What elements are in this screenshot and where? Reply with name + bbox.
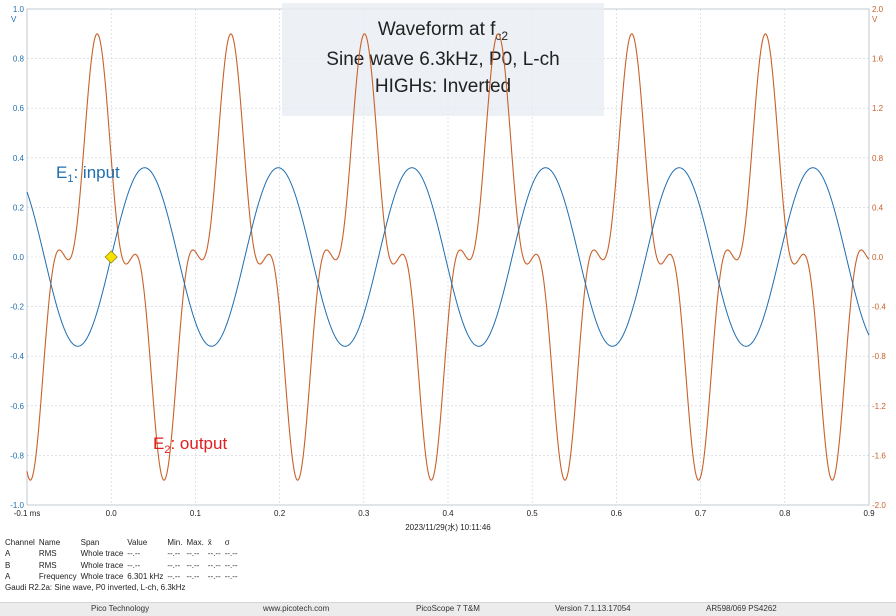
measurement-cell: Whole trace (80, 571, 124, 581)
measurements-header-cell: Max. (186, 538, 204, 547)
y-left-tick-label: 0.2 (13, 203, 25, 212)
measurement-cell: --.-- (167, 571, 181, 581)
series-input-line (26, 167, 870, 347)
measurements-header-cell: Value (127, 538, 148, 547)
measurements-header-cell: x̄ (207, 538, 212, 547)
measurements-header-row: Channel Name Span Value Min. Max. x̄ σ (5, 537, 242, 548)
measurements-header-cell: Span (80, 538, 100, 547)
y-left-tick-label: 0.0 (13, 253, 25, 262)
y-right-tick-label: 0.4 (872, 203, 884, 212)
y-right-tick-label: 0.8 (872, 154, 884, 163)
x-tick-label: 0.9 (863, 509, 875, 518)
measurement-cell: --.-- (207, 560, 221, 570)
measurement-cell: --.-- (186, 571, 200, 581)
measurement-cell: Frequency (38, 571, 77, 581)
y-right-tick-label: 0.0 (872, 253, 884, 262)
measurement-cell: --.-- (207, 571, 221, 581)
measurement-cell: RMS (38, 560, 57, 570)
x-tick-label: -0.1 ms (14, 509, 41, 518)
y-right-tick-label: -0.8 (872, 352, 886, 361)
y-right-tick-label: 1.2 (872, 104, 884, 113)
measurement-cell: A (5, 571, 11, 581)
x-tick-label: 0.8 (779, 509, 791, 518)
measurement-row[interactable]: A Frequency Whole trace 6.301 kHz --.-- --.--… (5, 571, 242, 582)
title-box (282, 3, 604, 116)
x-tick-label: 0.4 (442, 509, 454, 518)
measurement-cell: B (5, 560, 11, 570)
y-left-tick-label: -0.6 (10, 402, 24, 411)
measurements-header-cell: Min. (167, 538, 183, 547)
x-tick-label: 0.6 (611, 509, 623, 518)
measurement-cell: Whole trace (80, 549, 124, 559)
footer-device: AR598/069 PS4262 (706, 604, 777, 613)
measurement-row[interactable]: B RMS Whole trace --.-- --.-- --.-- --.-- --.-- (5, 560, 242, 571)
trigger-marker[interactable] (104, 250, 118, 264)
x-tick-label: 0.5 (527, 509, 539, 518)
y-left-tick-label: 1.0 (13, 5, 25, 14)
measurement-cell: --.-- (224, 560, 238, 570)
chart-title-line-1: Waveform at fc2 (378, 19, 509, 43)
measurement-cell: --.-- (167, 560, 181, 570)
x-tick-label: 0.0 (106, 509, 118, 518)
x-tick-label: 0.2 (274, 509, 286, 518)
measurement-cell: --.-- (127, 560, 141, 570)
measurement-cell: --.-- (127, 549, 141, 559)
measurement-cell: 6.301 kHz (127, 571, 164, 581)
measurement-cell: --.-- (186, 549, 200, 559)
footer-version: Version 7.1.13.17054 (555, 604, 631, 613)
series-label-input: E1: input (56, 163, 120, 185)
x-tick-label: 0.3 (358, 509, 370, 518)
measurement-cell: --.-- (167, 549, 181, 559)
x-tick-label: 0.1 (190, 509, 202, 518)
oscilloscope-chart: Waveform at fc2 Sine wave 6.3kHz, P0, L-… (10, 3, 887, 532)
right-axis-unit: V (872, 15, 878, 24)
y-left-tick-label: -1.0 (10, 501, 24, 510)
y-left-tick-label: 0.4 (13, 154, 25, 163)
measurement-cell: A (5, 549, 11, 559)
series-output-line (26, 33, 870, 481)
y-right-tick-label: -0.4 (872, 303, 886, 312)
measurement-cell: --.-- (224, 571, 238, 581)
measurements-header-cell: Name (38, 538, 61, 547)
chart-title-line-2: Sine wave 6.3kHz, P0, L-ch (326, 49, 559, 70)
y-left-tick-label: -0.2 (10, 303, 24, 312)
measurements-table: Channel Name Span Value Min. Max. x̄ σ A RMS Whole… (5, 537, 242, 582)
y-right-tick-label: 1.6 (872, 55, 884, 64)
measurement-cell: Whole trace (80, 560, 124, 570)
series-label-output: E2: output (153, 434, 227, 456)
y-left-tick-label: -0.8 (10, 451, 24, 460)
footer-company: Pico Technology (91, 604, 150, 613)
footer-product: PicoScope 7 T&M (416, 604, 480, 613)
y-right-tick-label: -1.6 (872, 451, 886, 460)
left-axis-unit: V (11, 15, 17, 24)
y-right-tick-label: -2.0 (872, 501, 886, 510)
measurement-row[interactable]: A RMS Whole trace --.-- --.-- --.-- --.-- --.-- (5, 548, 242, 559)
y-right-tick-label: -1.2 (872, 402, 886, 411)
caption: Gaudi R2.2a: Sine wave, P0 inverted, L-c… (5, 583, 186, 592)
y-right-tick-label: 2.0 (872, 5, 884, 14)
footer-website[interactable]: www.picotech.com (263, 604, 330, 613)
y-left-tick-label: 0.8 (13, 55, 25, 64)
timestamp: 2023/11/29(水) 10:11:46 (405, 522, 491, 532)
footer-bar: Pico Technology www.picotech.com PicoSco… (0, 602, 896, 616)
y-left-tick-label: 0.6 (13, 104, 25, 113)
y-left-tick-label: -0.4 (10, 352, 24, 361)
x-tick-label: 0.7 (695, 509, 707, 518)
measurement-cell: --.-- (207, 549, 221, 559)
measurement-cell: RMS (38, 549, 57, 559)
measurements-header-cell: σ (224, 538, 230, 547)
chart-title-line-3: HIGHs: Inverted (375, 76, 511, 97)
measurements-header-cell: Channel (5, 538, 35, 547)
measurement-cell: --.-- (224, 549, 238, 559)
measurement-cell: --.-- (186, 560, 200, 570)
